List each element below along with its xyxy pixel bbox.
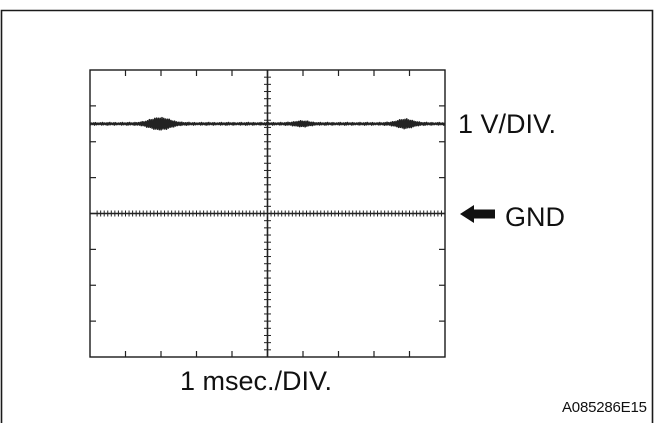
signal-trace xyxy=(89,116,446,131)
gnd-label: GND xyxy=(505,202,565,232)
gnd-arrow-icon xyxy=(460,205,495,223)
time-scale-label: 1 msec./DIV. xyxy=(180,366,333,396)
gnd-line xyxy=(90,210,445,217)
figure-border xyxy=(0,9,654,423)
voltage-scale-label: 1 V/DIV. xyxy=(458,109,557,139)
figure-id-label: A085286E15 xyxy=(562,399,647,416)
